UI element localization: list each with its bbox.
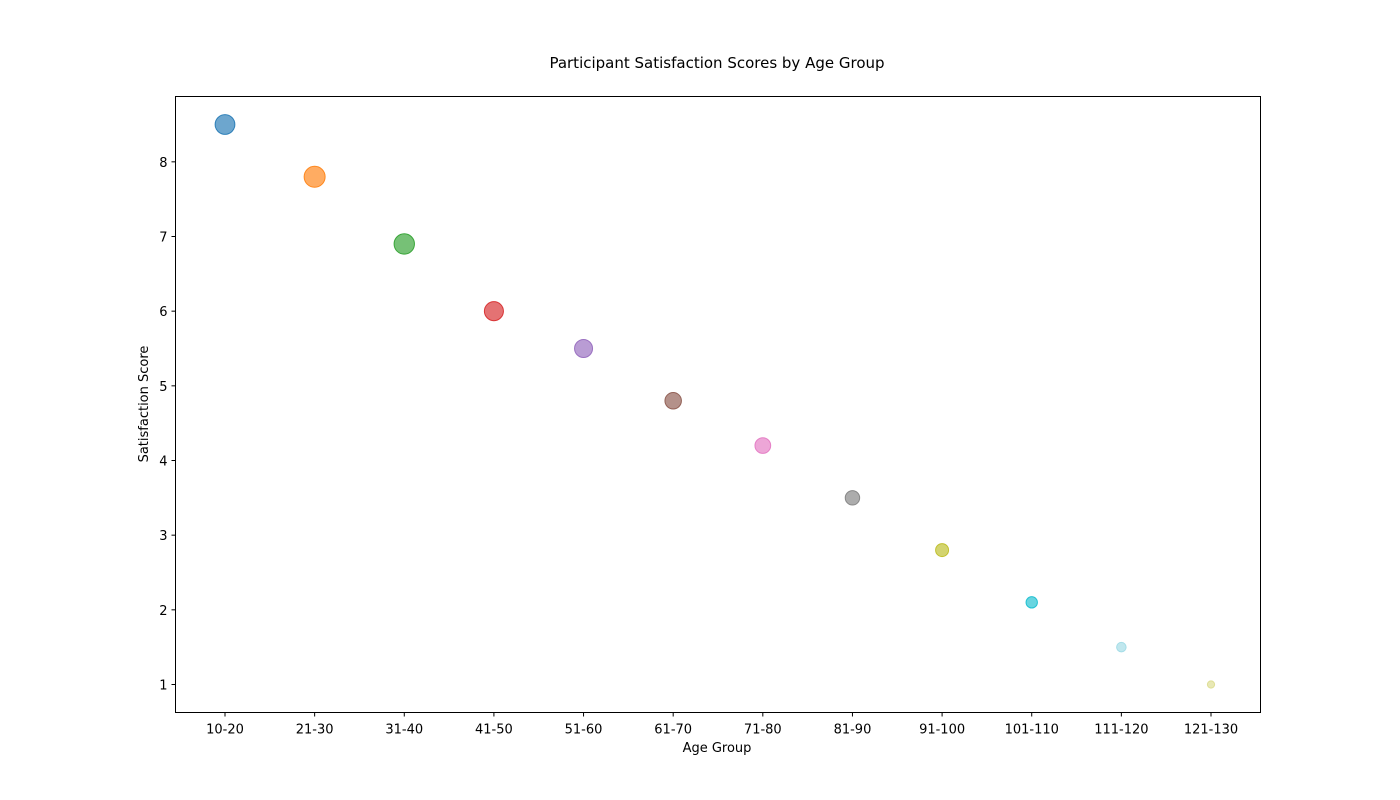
y-tick-label: 1: [159, 679, 167, 694]
x-tick-label: 121-130: [1184, 723, 1238, 738]
y-tick-label: 6: [159, 305, 167, 320]
data-point-71-80: [754, 437, 772, 454]
x-tick-label: 111-120: [1094, 723, 1148, 738]
y-tick-label: 5: [159, 380, 167, 395]
data-point-81-90: [844, 490, 861, 506]
data-point-91-100: [935, 543, 950, 558]
y-axis: 1 2 3 4 5 6 7 8: [159, 156, 176, 694]
x-tick-label: 10-20: [206, 723, 244, 738]
y-tick-label: 3: [159, 529, 167, 544]
data-point-101-110: [1025, 596, 1038, 609]
data-point-111-120: [1116, 641, 1127, 653]
x-tick-label: 31-40: [385, 723, 423, 738]
x-tick-label: 81-90: [834, 723, 872, 738]
y-tick-label: 2: [159, 604, 167, 619]
y-tick-label: 4: [159, 455, 167, 470]
data-point-21-30: [303, 165, 326, 188]
x-axis: 10-20 21-30 31-40 41-50 51-60 61-70 71-80 81-90…: [206, 712, 1238, 738]
x-tick-label: 61-70: [654, 723, 692, 738]
data-points: [214, 114, 1216, 689]
x-axis-label: Age Group: [683, 741, 752, 756]
data-point-41-50: [483, 301, 504, 322]
y-axis-label: Satisfaction Score: [137, 346, 152, 463]
x-tick-label: 41-50: [475, 723, 513, 738]
data-point-51-60: [574, 338, 594, 359]
data-point-121-130: [1206, 680, 1216, 689]
data-point-61-70: [664, 392, 682, 410]
data-point-31-40: [393, 233, 415, 255]
x-tick-label: 91-100: [919, 723, 965, 738]
chart-title: Participant Satisfaction Scores by Age G…: [549, 54, 884, 72]
y-tick-label: 8: [159, 156, 167, 171]
x-tick-label: 71-80: [744, 723, 782, 738]
x-tick-label: 51-60: [565, 723, 603, 738]
plot-area-frame: [175, 96, 1261, 713]
y-tick-label: 7: [159, 231, 167, 246]
x-tick-label: 21-30: [296, 723, 334, 738]
data-point-10-20: [214, 114, 236, 135]
x-tick-label: 101-110: [1005, 723, 1059, 738]
